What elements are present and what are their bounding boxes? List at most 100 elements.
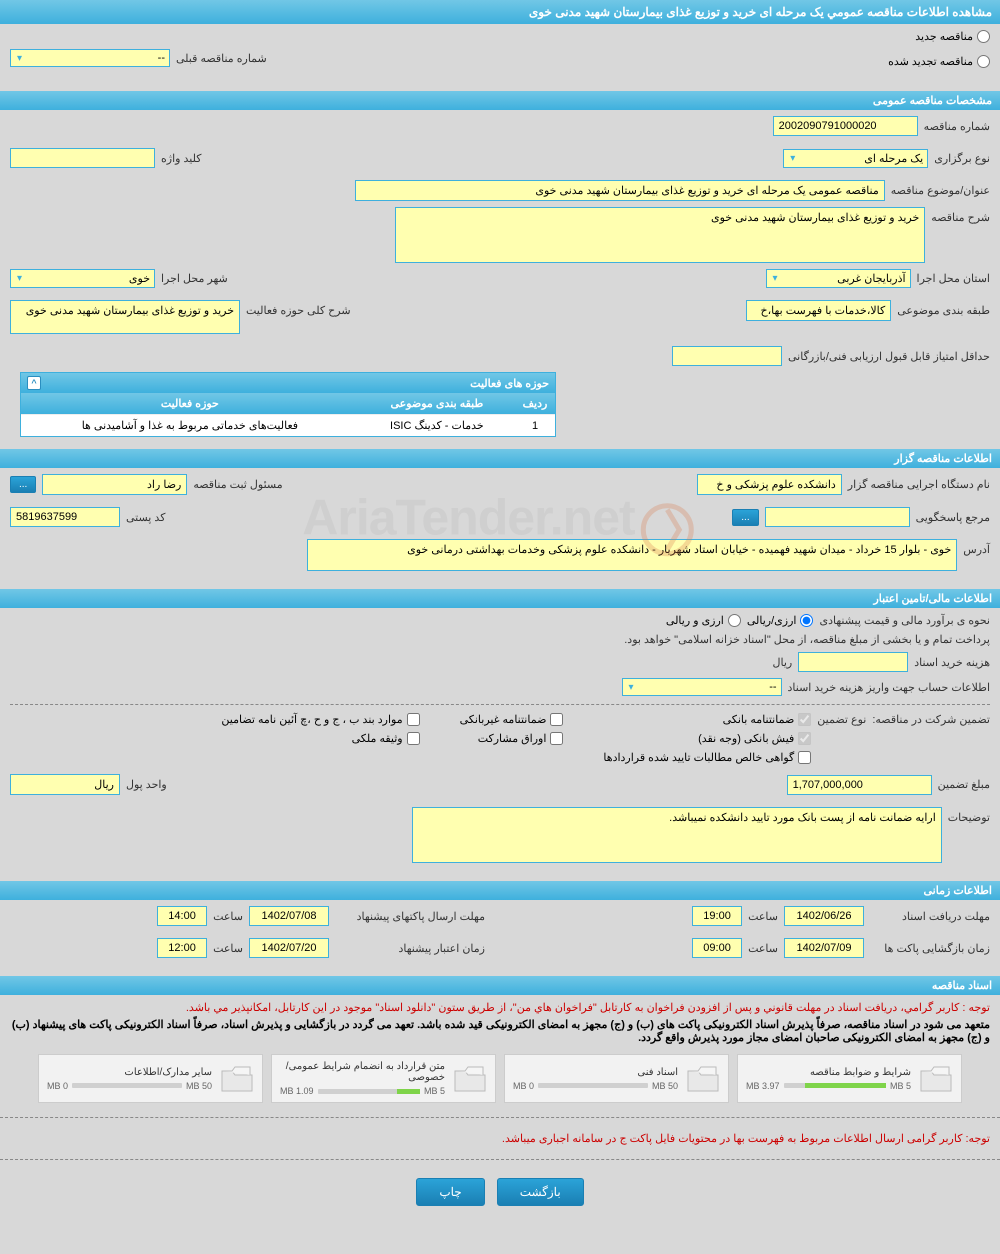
doc-cost-unit: ریال <box>772 656 792 669</box>
doc-cap: 50 MB <box>186 1081 212 1091</box>
doc-used: 0 MB <box>47 1081 68 1091</box>
minscore-field[interactable] <box>672 346 782 366</box>
chevron-down-icon: ▾ <box>17 53 22 64</box>
org-field: دانشکده علوم پزشکی و خ <box>697 474 842 495</box>
doc-cost-field[interactable] <box>798 652 908 672</box>
th-scope: حوزه فعالیت <box>21 393 359 415</box>
page-title-bar: مشاهده اطلاعات مناقصه عمومي یک مرحله ای … <box>0 0 1000 24</box>
chk-cash-input[interactable] <box>798 732 811 745</box>
radio-rial-label: ارزی/ریالی <box>747 614 797 627</box>
chk-cases-input[interactable] <box>407 713 420 726</box>
activity-table: ردیف طبقه بندی موضوعی حوزه فعالیت 1 خدما… <box>21 393 555 436</box>
chk-bank-guarantee[interactable]: ضمانتنامه بانکی <box>603 713 811 726</box>
cell-scope: فعالیت‌های خدماتی مربوط به غذا و آشامیدن… <box>21 415 359 437</box>
radio-fx-label: ارزی و ریالی <box>666 614 724 627</box>
finance-note: پرداخت تمام و یا بخشی از مبلغ مناقصه، از… <box>624 633 990 646</box>
chk-participation-label: اوراق مشارکت <box>478 732 547 745</box>
chk-participation-input[interactable] <box>550 732 563 745</box>
guarantee-checkbox-grid: ضمانتنامه بانکی فیش بانکی (وجه نقد) گواه… <box>221 713 811 764</box>
validity-time-label: ساعت <box>213 942 243 955</box>
subject-field: مناقصه عمومی یک مرحله ای خرید و توزیع غذ… <box>355 180 885 201</box>
acct-info-select[interactable]: -- ▾ <box>622 678 782 696</box>
divider <box>10 704 990 705</box>
fin-desc-field: ارایه ضمانت نامه از پست بانک مورد تایید … <box>412 807 942 863</box>
doc-cap: 5 MB <box>424 1086 445 1096</box>
doc-cost-label: هزینه خرید اسناد <box>914 656 990 669</box>
receive-time-label: ساعت <box>748 910 778 923</box>
receive-date: 1402/06/26 <box>784 906 864 926</box>
tender-kind-radios: مناقصه جدید <box>915 30 990 43</box>
postal-field: 5819637599 <box>10 507 120 527</box>
chk-bank-guarantee-input[interactable] <box>798 713 811 726</box>
doc-title: متن قرارداد به انضمام شرایط عمومی/خصوصی <box>280 1061 445 1083</box>
send-date: 1402/07/08 <box>249 906 329 926</box>
section-organizer-label: اطلاعات مناقصه گزار <box>894 453 992 465</box>
desc-label: شرح مناقصه <box>931 207 990 224</box>
province-label: استان محل اجرا <box>917 272 990 285</box>
city-select[interactable]: خوی ▾ <box>10 269 155 288</box>
chk-cash[interactable]: فیش بانکی (وجه نقد) <box>603 732 811 745</box>
unit-field: ریال <box>10 774 120 795</box>
category-field: کالا،خدمات با فهرست بها،خ <box>746 300 891 321</box>
chk-nonbank-guarantee[interactable]: ضمانتنامه غیربانکی <box>460 713 564 726</box>
province-select[interactable]: آذربایجان غربی ▾ <box>766 269 911 288</box>
org-label: نام دستگاه اجرایی مناقصه گزار <box>848 478 990 491</box>
radio-new-tender[interactable]: مناقصه جدید <box>915 30 990 43</box>
chk-net-claims-input[interactable] <box>798 751 811 764</box>
folder-icon <box>686 1065 720 1093</box>
radio-new-tender-input[interactable] <box>977 30 990 43</box>
chk-cases-label: موارد بند ب ، ج و ح ،چ آئین نامه تضامین <box>221 713 402 726</box>
doc-bar-fill <box>397 1089 420 1094</box>
folder-icon <box>453 1065 487 1093</box>
collapse-toggle-icon[interactable]: ^ <box>27 376 41 390</box>
chk-participation[interactable]: اوراق مشارکت <box>460 732 564 745</box>
more-button-2[interactable]: ... <box>732 509 758 526</box>
radio-renewed-tender[interactable]: مناقصه تجدید شده <box>888 55 990 68</box>
radio-fx-input[interactable] <box>728 614 741 627</box>
more-button[interactable]: ... <box>10 476 36 493</box>
doc-note-1: توجه : کاربر گرامي، دريافت اسناد در مهلت… <box>10 1001 990 1014</box>
radio-rial-input[interactable] <box>800 614 813 627</box>
chk-property[interactable]: وثیقه ملکی <box>221 732 419 745</box>
cell-cat: خدمات - کدینگ ISIC <box>359 415 515 437</box>
responsible-field: رضا راد <box>42 474 187 495</box>
doc-title: شرایط و ضوابط مناقصه <box>746 1067 911 1078</box>
subject-label: عنوان/موضوع مناقصه <box>891 184 990 197</box>
doc-cap: 50 MB <box>652 1081 678 1091</box>
open-date: 1402/07/09 <box>784 938 864 958</box>
doc-item[interactable]: اسناد فنی 50 MB 0 MB <box>504 1054 729 1103</box>
doc-used: 3.97 MB <box>746 1081 780 1091</box>
radio-fx[interactable]: ارزی و ریالی <box>666 614 741 627</box>
divider <box>0 1159 1000 1160</box>
send-time: 14:00 <box>157 906 207 926</box>
validity-label: زمان اعتبار پیشنهاد <box>335 942 485 955</box>
type-select[interactable]: یک مرحله ای ▾ <box>783 149 928 168</box>
print-button[interactable]: چاپ <box>416 1178 484 1206</box>
chk-nonbank-guarantee-input[interactable] <box>550 713 563 726</box>
prev-tender-label: شماره مناقصه قبلی <box>176 52 267 65</box>
folder-icon <box>919 1065 953 1093</box>
doc-item[interactable]: متن قرارداد به انضمام شرایط عمومی/خصوصی … <box>271 1054 496 1103</box>
doc-item[interactable]: شرایط و ضوابط مناقصه 5 MB 3.97 MB <box>737 1054 962 1103</box>
unit-label: واحد پول <box>126 778 167 791</box>
chevron-down-icon: ▾ <box>17 273 22 284</box>
tender-no-label: شماره مناقصه <box>924 120 990 133</box>
section-general-label: مشخصات مناقصه عمومی <box>873 95 992 107</box>
prev-tender-select[interactable]: -- ▾ <box>10 49 170 67</box>
doc-title: سایر مدارک/اطلاعات <box>47 1067 212 1078</box>
chk-cases[interactable]: موارد بند ب ، ج و ح ،چ آئین نامه تضامین <box>221 713 419 726</box>
chk-cash-label: فیش بانکی (وجه نقد) <box>698 732 794 745</box>
chk-net-claims[interactable]: گواهی خالص مطالبات تایید شده قراردادها <box>603 751 811 764</box>
address-label: آدرس <box>963 539 990 556</box>
chk-property-input[interactable] <box>407 732 420 745</box>
footer-note: توجه: کاربر گرامی ارسال اطلاعات مربوط به… <box>10 1132 990 1145</box>
doc-bar-track <box>784 1083 886 1088</box>
radio-renewed-tender-input[interactable] <box>977 55 990 68</box>
keyword-field[interactable] <box>10 148 155 168</box>
general-panel: شماره مناقصه 2002090791000020 نوع برگزار… <box>0 110 1000 443</box>
doc-item[interactable]: سایر مدارک/اطلاعات 50 MB 0 MB <box>38 1054 263 1103</box>
send-label: مهلت ارسال پاکتهای پیشنهاد <box>335 910 485 923</box>
radio-rial[interactable]: ارزی/ریالی <box>747 614 814 627</box>
doc-used: 0 MB <box>513 1081 534 1091</box>
back-button[interactable]: بازگشت <box>497 1178 584 1206</box>
